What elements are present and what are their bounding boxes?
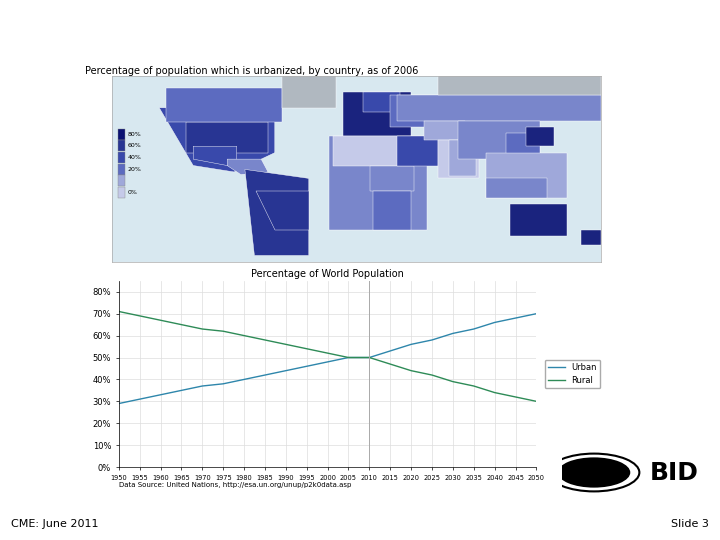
Bar (118, 129, 125, 140)
Text: BID: BID (649, 461, 698, 484)
Rural (511, 394, 520, 400)
Urban (302, 363, 311, 369)
Polygon shape (228, 159, 268, 174)
Urban (386, 348, 395, 354)
Polygon shape (159, 107, 275, 172)
Text: 80%: 80% (127, 132, 141, 137)
Urban (198, 383, 207, 389)
Rural (323, 350, 332, 356)
Rural (282, 341, 290, 348)
Rural (469, 383, 478, 389)
Rural (428, 372, 436, 379)
Rural (407, 367, 415, 374)
Urban (219, 381, 228, 387)
Text: 0%: 0% (127, 190, 137, 195)
Text: Data Source: United Nations, http://esa.un.org/unup/p2k0data.asp: Data Source: United Nations, http://esa.… (119, 482, 351, 488)
Rural (532, 398, 541, 404)
Urban (156, 392, 165, 398)
Urban (428, 337, 436, 343)
Title: Percentage of World Population: Percentage of World Population (251, 268, 404, 279)
Circle shape (558, 457, 630, 488)
Rural (386, 361, 395, 367)
Polygon shape (510, 204, 567, 236)
Polygon shape (485, 153, 567, 198)
Text: 20%: 20% (127, 166, 141, 172)
Urban (240, 376, 248, 383)
Polygon shape (193, 146, 237, 166)
Polygon shape (343, 92, 411, 140)
Rural (344, 354, 353, 361)
Polygon shape (397, 136, 438, 166)
Polygon shape (424, 120, 465, 140)
Rural (198, 326, 207, 332)
Rural (302, 346, 311, 352)
Rural (135, 313, 144, 319)
Polygon shape (245, 170, 309, 255)
Polygon shape (581, 230, 601, 245)
Rural (449, 379, 457, 385)
Urban (532, 310, 541, 317)
Text: 40%: 40% (127, 155, 141, 160)
Rural (177, 321, 186, 328)
Rural (219, 328, 228, 334)
Polygon shape (397, 95, 601, 120)
Urban (449, 330, 457, 336)
Urban (114, 400, 123, 407)
Text: Slide 3: Slide 3 (671, 518, 709, 529)
Urban (490, 319, 499, 326)
Polygon shape (459, 120, 540, 159)
Polygon shape (370, 166, 413, 191)
Urban (365, 354, 374, 361)
Urban (511, 315, 520, 321)
Polygon shape (363, 92, 400, 112)
Text: CME: June 2011: CME: June 2011 (11, 518, 99, 529)
Text: Percentage of population which is urbanized, by country, as of 2006: Percentage of population which is urbani… (85, 66, 419, 77)
Polygon shape (438, 76, 601, 95)
Text: 60%: 60% (127, 144, 141, 149)
Polygon shape (329, 136, 427, 230)
Bar (118, 175, 125, 186)
Polygon shape (166, 89, 282, 122)
Text: Urbanización: Tendencias Globales: Urbanización: Tendencias Globales (143, 21, 577, 41)
Polygon shape (373, 191, 411, 230)
Urban (135, 396, 144, 402)
Polygon shape (390, 95, 438, 127)
Urban (407, 341, 415, 348)
Polygon shape (333, 136, 411, 166)
Rural (261, 337, 269, 343)
Legend: Urban, Rural: Urban, Rural (545, 360, 600, 388)
Rural (365, 354, 374, 361)
Urban (344, 354, 353, 361)
Polygon shape (526, 127, 554, 146)
Bar (118, 152, 125, 163)
Polygon shape (485, 178, 546, 198)
Polygon shape (186, 122, 268, 153)
Urban (323, 359, 332, 365)
Bar (118, 187, 125, 198)
Rural (240, 332, 248, 339)
Rural (490, 389, 499, 396)
Bar (118, 140, 125, 151)
Urban (282, 367, 290, 374)
Polygon shape (506, 133, 540, 159)
Urban (177, 387, 186, 394)
Line: Rural: Rural (119, 312, 536, 401)
Line: Urban: Urban (119, 314, 536, 403)
Polygon shape (282, 76, 336, 107)
Polygon shape (256, 191, 309, 230)
Polygon shape (449, 140, 476, 176)
Rural (114, 308, 123, 315)
Urban (469, 326, 478, 332)
Polygon shape (438, 140, 479, 178)
Urban (261, 372, 269, 379)
Rural (156, 317, 165, 323)
Bar (118, 164, 125, 174)
